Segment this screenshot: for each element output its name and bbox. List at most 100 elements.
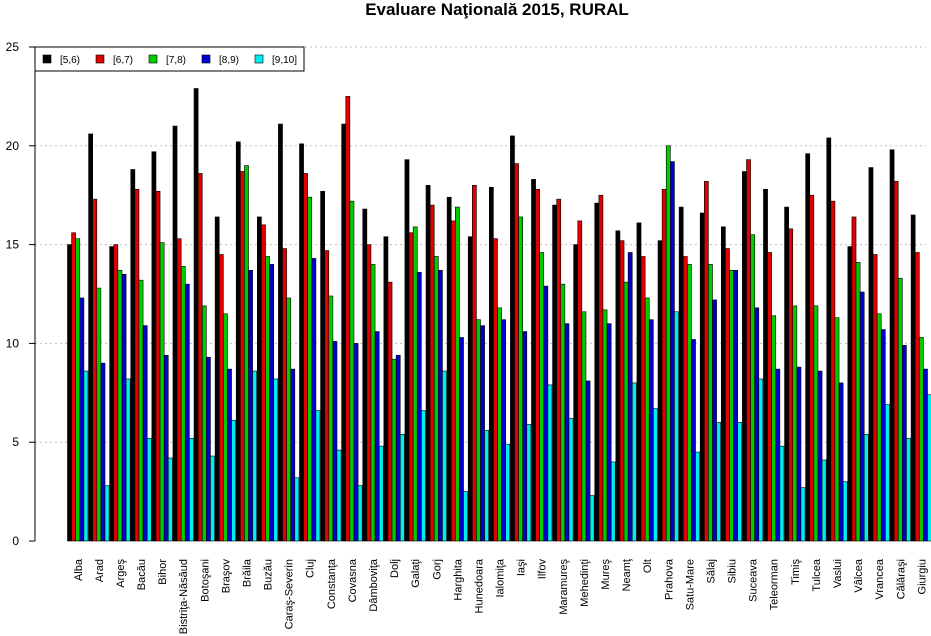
bar [863,433,869,542]
bar [687,264,692,542]
bar [497,307,502,542]
bar [598,194,604,542]
bar [813,305,819,542]
bar [459,337,464,542]
x-tick-label: Tulcea [811,558,823,591]
bar [691,339,696,542]
bar [556,198,562,542]
bar [240,171,245,542]
bar [349,200,355,542]
x-tick-label: Cluj [305,559,317,578]
bar [117,269,123,542]
bar [695,451,700,542]
bar [661,188,667,542]
bar [362,208,368,542]
bar [847,246,853,542]
bar-group [362,208,384,542]
bar-group [742,159,764,542]
bar [927,394,931,542]
bar [644,297,650,542]
bar [859,291,865,542]
bar [391,358,397,542]
bar [151,151,157,542]
x-tick-label: Hunedoara [473,558,485,613]
bar-group [193,88,215,542]
bar [699,212,705,542]
bar [606,323,612,542]
bar [374,331,380,542]
bar [526,424,532,542]
bar [311,258,317,542]
x-tick-label: Ilfov [537,559,549,580]
bar [399,433,405,542]
bar [703,181,709,542]
bars-layer [67,88,931,542]
bar [725,248,730,542]
bar-group [868,167,890,542]
bar-group [130,169,152,542]
bar [716,422,721,542]
bar [809,194,815,542]
bar [577,220,583,542]
x-tick-label: Giurgiu [916,559,928,594]
bar-group [404,159,426,542]
bar [610,461,616,542]
bar [446,196,452,542]
bar [167,457,173,542]
bar [383,236,389,542]
bar [758,378,764,542]
bar [138,279,144,542]
bar [514,163,519,542]
legend-swatch [95,54,105,64]
bar [767,252,772,542]
x-tick-label: Sălaj [705,559,717,583]
bar [906,437,911,542]
bar [476,319,481,542]
x-tick-label: Satu-Mare [684,559,696,610]
bar [834,317,840,542]
bar [269,264,275,542]
bar [366,244,372,542]
bar [712,299,717,542]
bar [493,238,498,542]
y-tick-label: 25 [6,40,20,54]
bar [257,216,262,542]
legend-swatch [201,54,211,64]
bar [206,356,211,542]
x-tick-label: Dolj [389,559,401,578]
bar [227,368,232,542]
bar-group [720,226,743,542]
x-tick-label: Bihor [157,559,169,585]
bar [214,216,220,542]
bar [455,206,460,542]
bar [315,410,321,542]
bar [674,311,679,542]
bar [792,305,798,542]
bar [796,366,802,542]
bar [568,418,574,542]
bar [543,285,549,542]
bar [788,228,794,542]
bar [252,370,258,542]
bar [775,368,781,542]
bar [387,281,393,542]
bar [88,133,93,542]
bar-group [594,194,616,542]
bar [657,240,663,542]
bar [581,311,587,542]
bar [201,305,207,542]
bar [71,232,76,542]
bar [535,188,540,542]
bar [467,236,473,542]
x-tick-label: Bistriţa-Năsăud [178,559,190,634]
bar-group [88,133,110,542]
legend-label: [9,10] [272,55,297,66]
bar [463,491,468,542]
bar [750,234,755,542]
bar [817,370,823,542]
bar [282,248,287,542]
x-tick-label: Harghita [452,558,464,600]
bar-group [678,206,700,542]
